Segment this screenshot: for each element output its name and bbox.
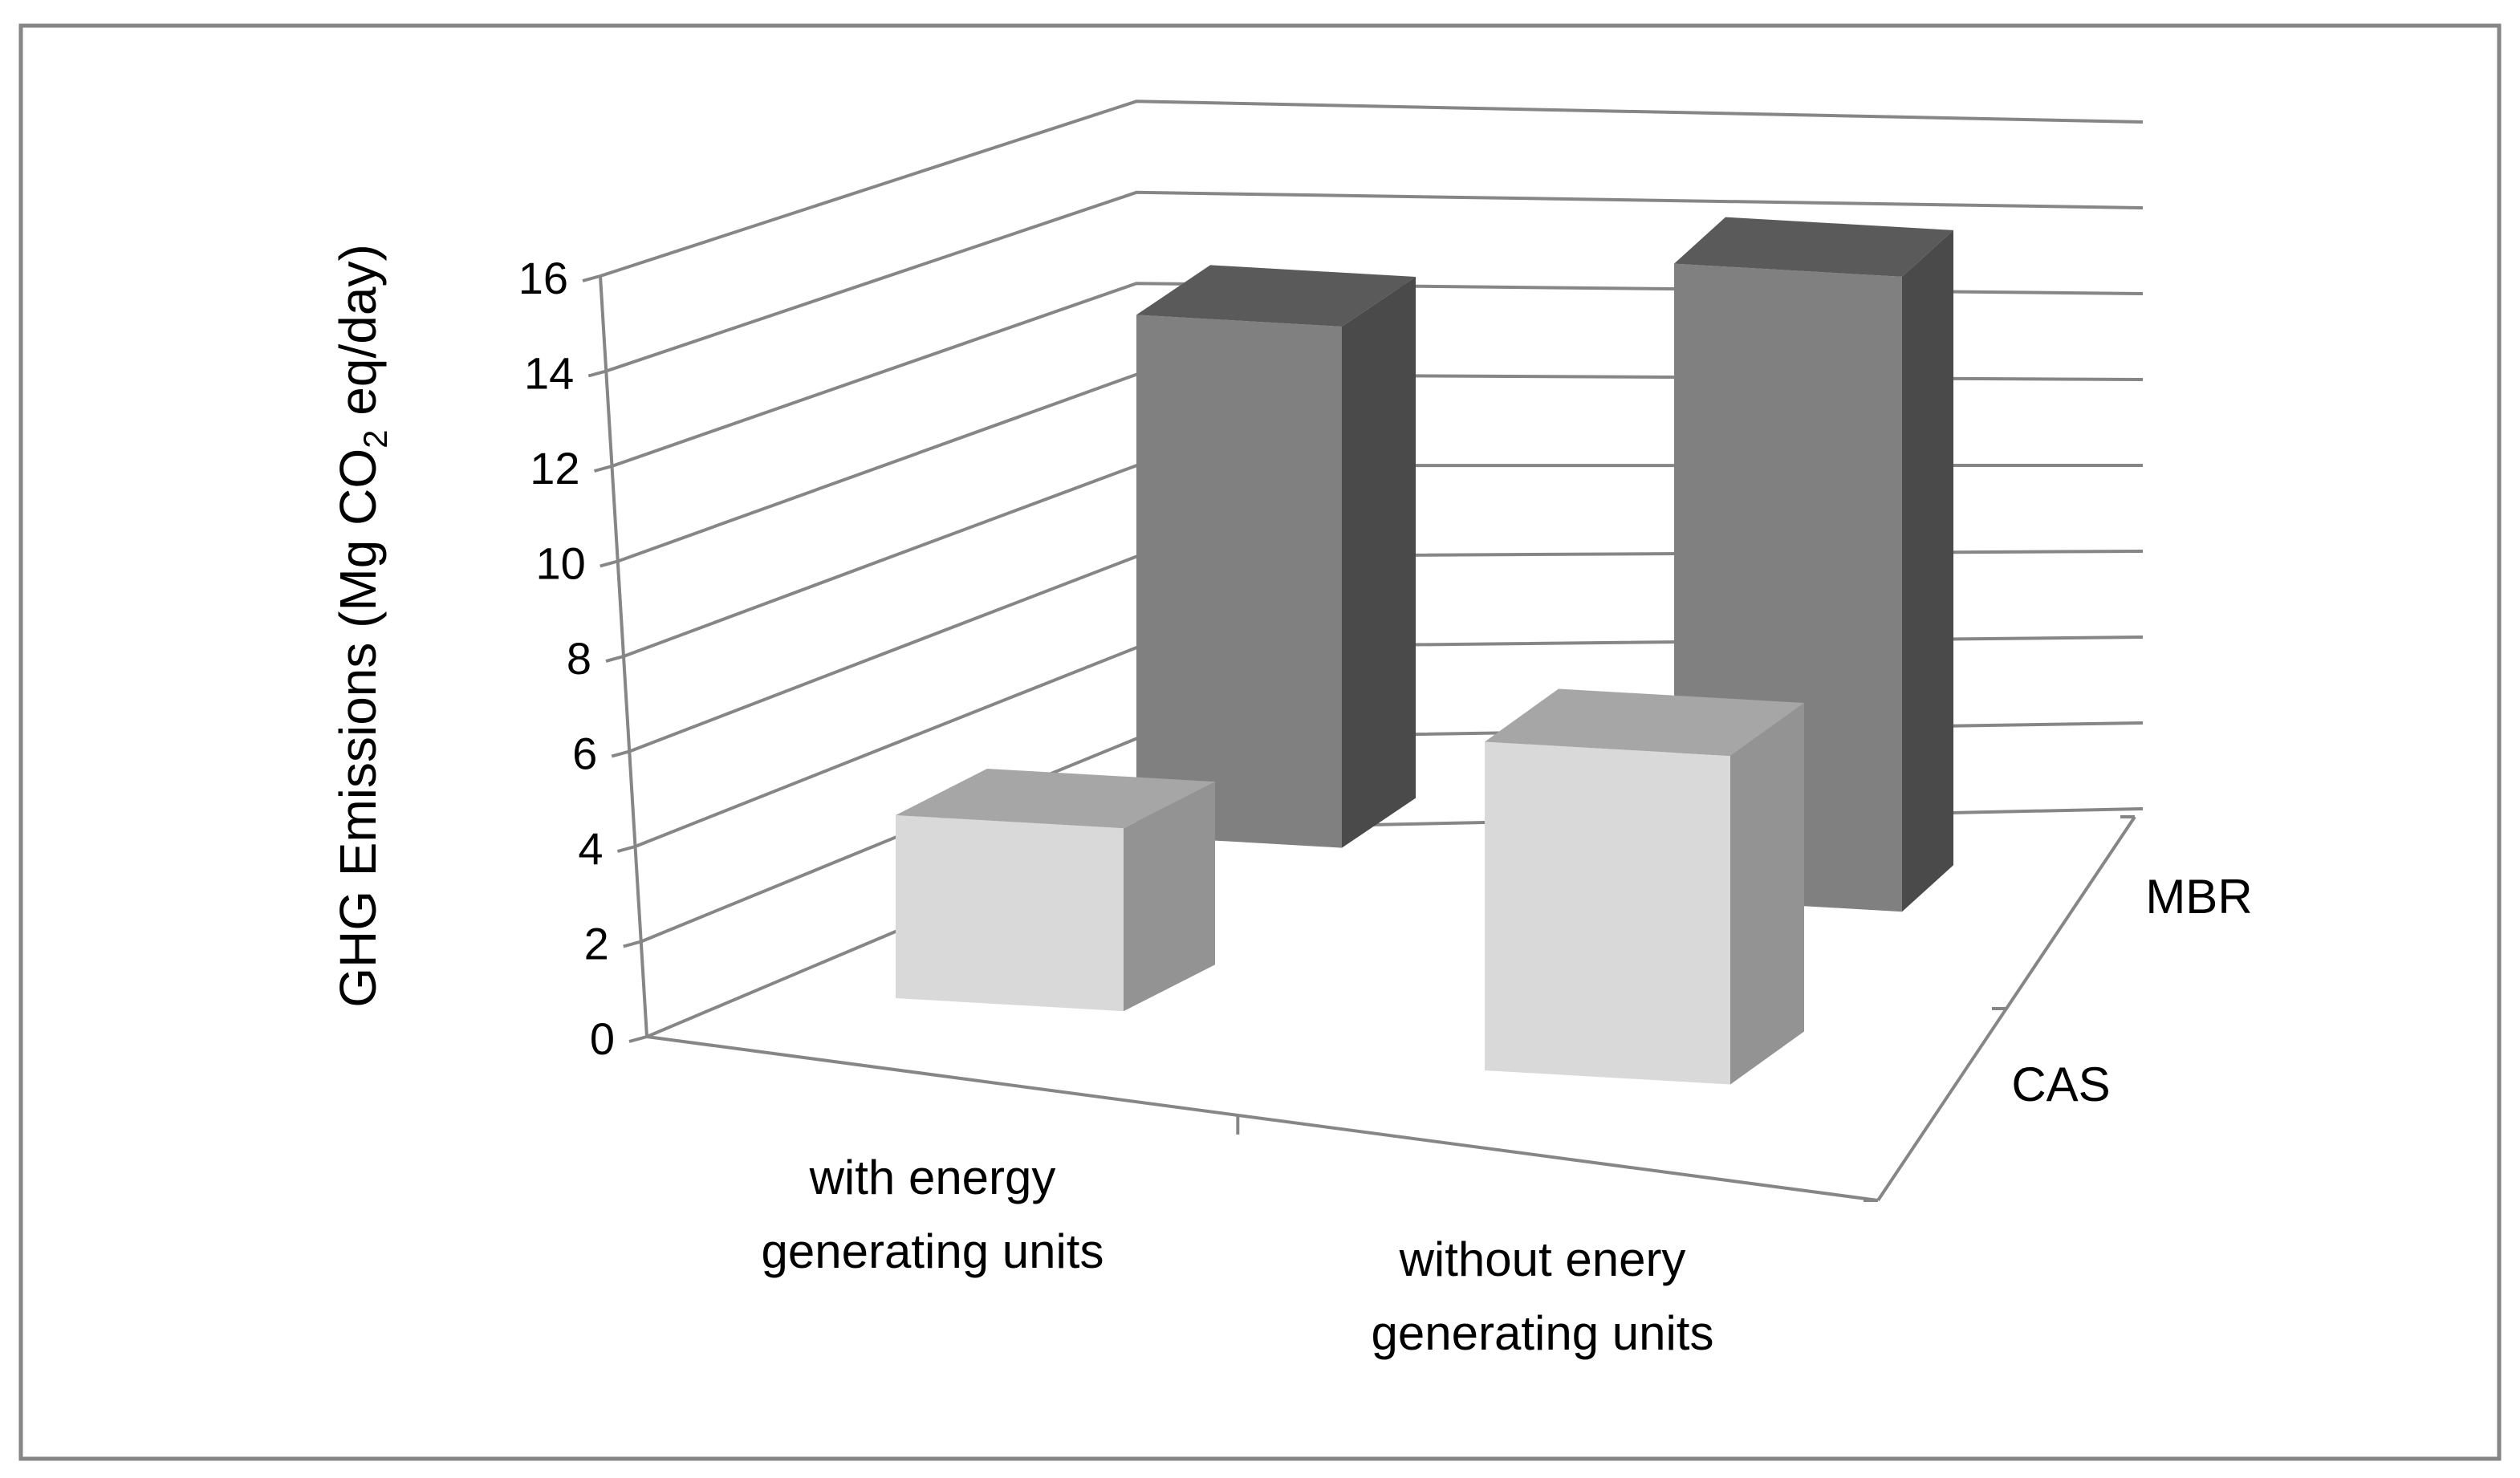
y-tick-label: 12: [530, 443, 579, 493]
y-tick-label: 0: [590, 1013, 615, 1064]
depth-label-cas: CAS: [2011, 1058, 2110, 1111]
y-axis-label-tail: eq/day): [329, 244, 387, 429]
y-tick-label: 6: [572, 729, 597, 779]
bar-side-face: [1342, 277, 1416, 848]
y-axis-label: GHG Emissions (Mg CO2 eq/day): [329, 244, 394, 1008]
bar-side-face: [1902, 230, 1953, 912]
y-tick-label: 2: [584, 919, 609, 969]
y-tick-label: 16: [518, 253, 568, 303]
bar-cas-2: [1485, 689, 1804, 1085]
y-tick-label: 8: [567, 633, 591, 684]
bar-front-face: [1485, 742, 1730, 1085]
bar-front-face: [1136, 315, 1342, 847]
x-category-label-2-line2: generating units: [1372, 1306, 1714, 1360]
y-axis-label-subscript: 2: [356, 429, 394, 448]
bar-side-face: [1730, 703, 1804, 1085]
depth-label-mbr: MBR: [2145, 870, 2252, 924]
chart: 0246810121416 GHG Emissions (Mg CO2 eq/d…: [0, 0, 2520, 1478]
bar-mbr-1: [1136, 265, 1416, 847]
bar-cas-1: [896, 769, 1215, 1011]
y-tick-label: 14: [524, 348, 574, 399]
y-tick-label: 10: [535, 538, 585, 589]
bar-front-face: [896, 815, 1124, 1011]
y-axis-label-main: GHG Emissions (Mg CO: [329, 449, 387, 1008]
x-category-label-1-line1: with energy: [809, 1151, 1056, 1204]
y-tick-label: 4: [578, 823, 603, 874]
x-category-label-1-line2: generating units: [762, 1224, 1104, 1278]
x-category-label-2-line1: without enery: [1399, 1232, 1686, 1286]
